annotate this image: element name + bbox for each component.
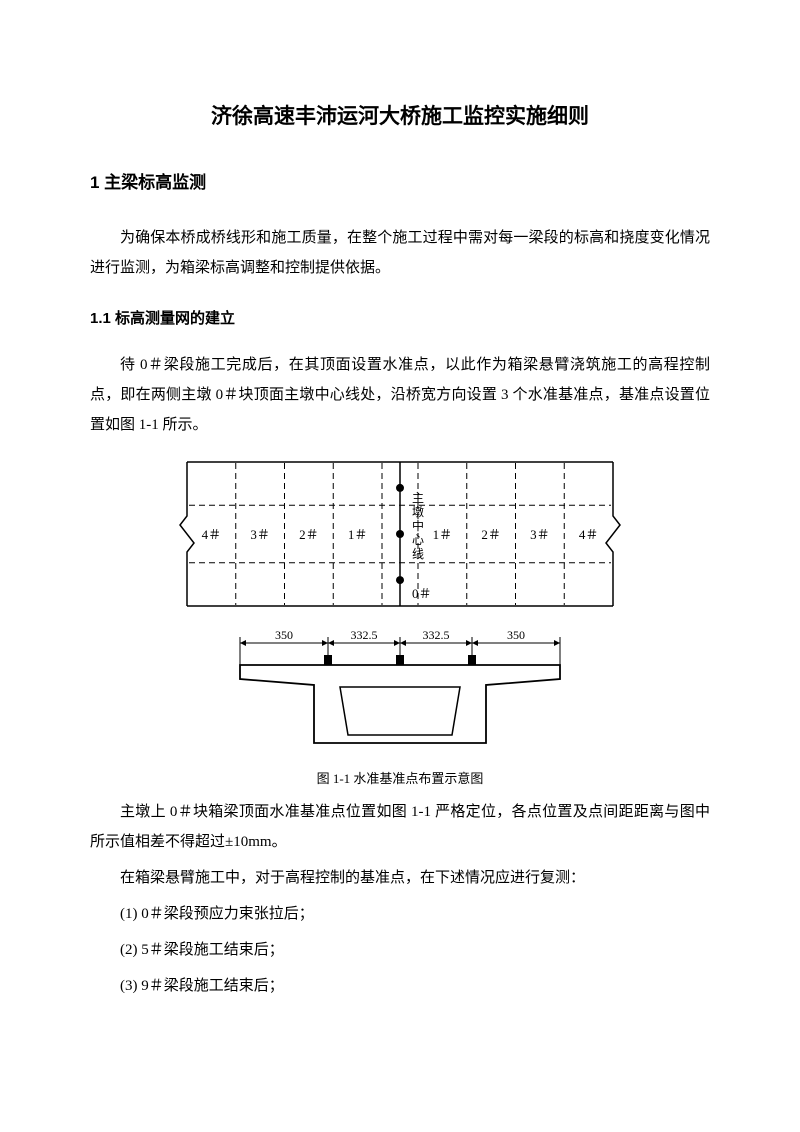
- svg-text:2＃: 2＃: [299, 527, 319, 542]
- svg-text:墩: 墩: [412, 505, 424, 519]
- figure-plan: 4＃ 3＃ 2＃ 1＃ 1＃ 2＃ 3＃ 4＃ 主墩中心线 0＃: [90, 454, 710, 619]
- list-item-2: (2) 5＃梁段施工结束后；: [90, 935, 710, 965]
- list-item-1: (1) 0＃梁段预应力束张拉后；: [90, 899, 710, 929]
- page: 济徐高速丰沛运河大桥施工监控实施细则 1 主梁标高监测 为确保本桥成桥线形和施工…: [0, 0, 800, 1067]
- figure-section: 350 332.5 332.5 350: [90, 625, 710, 760]
- svg-text:4＃: 4＃: [579, 527, 599, 542]
- figure-caption: 图 1-1 水准基准点布置示意图: [90, 768, 710, 787]
- svg-text:350: 350: [275, 628, 293, 642]
- svg-text:1＃: 1＃: [433, 527, 453, 542]
- svg-text:3＃: 3＃: [530, 527, 550, 542]
- heading-1: 1 主梁标高监测: [90, 168, 710, 193]
- heading-1-1: 1.1 标高测量网的建立: [90, 307, 710, 328]
- para-1-1-3: 在箱梁悬臂施工中，对于高程控制的基准点，在下述情况应进行复测：: [90, 863, 710, 893]
- plan-diagram: 4＃ 3＃ 2＃ 1＃ 1＃ 2＃ 3＃ 4＃ 主墩中心线 0＃: [165, 454, 635, 614]
- list-item-3: (3) 9＃梁段施工结束后；: [90, 971, 710, 1001]
- svg-text:主: 主: [412, 491, 424, 505]
- svg-text:中: 中: [412, 518, 424, 533]
- svg-text:350: 350: [507, 628, 525, 642]
- para-1-1-1: 待 0＃梁段施工完成后，在其顶面设置水准点，以此作为箱梁悬臂浇筑施工的高程控制点…: [90, 350, 710, 440]
- svg-text:3＃: 3＃: [250, 527, 270, 542]
- svg-text:332.5: 332.5: [423, 628, 450, 642]
- svg-text:0＃: 0＃: [412, 586, 432, 601]
- svg-text:1＃: 1＃: [348, 527, 368, 542]
- para-1-1-2: 主墩上 0＃块箱梁顶面水准基准点位置如图 1-1 严格定位，各点位置及点间距距离…: [90, 797, 710, 857]
- svg-text:心: 心: [412, 533, 424, 547]
- svg-text:332.5: 332.5: [351, 628, 378, 642]
- svg-text:4＃: 4＃: [202, 527, 222, 542]
- para-1-1: 为确保本桥成桥线形和施工质量，在整个施工过程中需对每一梁段的标高和挠度变化情况进…: [90, 223, 710, 283]
- svg-text:2＃: 2＃: [481, 527, 501, 542]
- svg-text:线: 线: [412, 547, 424, 561]
- doc-title: 济徐高速丰沛运河大桥施工监控实施细则: [90, 100, 710, 130]
- section-diagram: 350 332.5 332.5 350: [210, 625, 590, 755]
